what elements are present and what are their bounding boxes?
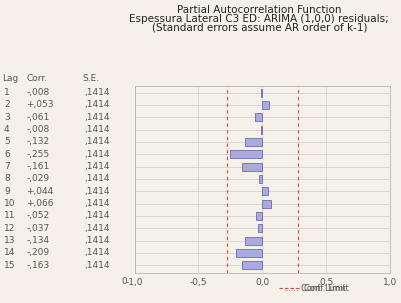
Text: Espessura Lateral C3 ED: ARIMA (1,0,0) residuals;: Espessura Lateral C3 ED: ARIMA (1,0,0) r… bbox=[129, 14, 388, 24]
Text: ,1414: ,1414 bbox=[84, 137, 109, 146]
Text: -,061: -,061 bbox=[26, 113, 49, 122]
Bar bbox=[258, 175, 261, 183]
Text: 0: 0 bbox=[122, 277, 127, 286]
Bar bbox=[255, 212, 261, 220]
Text: 10: 10 bbox=[4, 199, 16, 208]
Text: 13: 13 bbox=[4, 236, 16, 245]
Text: 7: 7 bbox=[4, 162, 10, 171]
Bar bbox=[261, 101, 268, 109]
Bar bbox=[229, 150, 261, 158]
Text: +,053: +,053 bbox=[26, 100, 53, 109]
Text: -,008: -,008 bbox=[26, 88, 49, 97]
Text: ,1414: ,1414 bbox=[84, 100, 109, 109]
Text: 6: 6 bbox=[4, 150, 10, 159]
Text: -,037: -,037 bbox=[26, 224, 49, 233]
Text: ,1414: ,1414 bbox=[84, 261, 109, 270]
Text: 9: 9 bbox=[4, 187, 10, 196]
Text: Conf. Limit: Conf. Limit bbox=[303, 284, 347, 293]
Text: 2: 2 bbox=[4, 100, 10, 109]
Text: 1: 1 bbox=[4, 88, 10, 97]
Text: Conf. Limit: Conf. Limit bbox=[300, 284, 344, 293]
Text: ,1414: ,1414 bbox=[84, 125, 109, 134]
Text: 4: 4 bbox=[4, 125, 10, 134]
Text: ,1414: ,1414 bbox=[84, 113, 109, 122]
Text: +,066: +,066 bbox=[26, 199, 53, 208]
Text: 8: 8 bbox=[4, 175, 10, 183]
Bar bbox=[261, 187, 267, 195]
Text: ,1414: ,1414 bbox=[84, 199, 109, 208]
Bar bbox=[254, 113, 261, 121]
Text: S.E.: S.E. bbox=[82, 74, 99, 83]
Text: 11: 11 bbox=[4, 211, 16, 221]
Text: ......: ...... bbox=[283, 284, 298, 293]
Text: ,1414: ,1414 bbox=[84, 211, 109, 221]
Text: ,1414: ,1414 bbox=[84, 248, 109, 258]
Text: Partial Autocorrelation Function: Partial Autocorrelation Function bbox=[176, 5, 341, 15]
Text: ,1414: ,1414 bbox=[84, 175, 109, 183]
Text: -,029: -,029 bbox=[26, 175, 49, 183]
Text: -,209: -,209 bbox=[26, 248, 49, 258]
Text: ,1414: ,1414 bbox=[84, 187, 109, 196]
Text: 5: 5 bbox=[4, 137, 10, 146]
Bar bbox=[235, 249, 261, 257]
Text: -,161: -,161 bbox=[26, 162, 49, 171]
Bar bbox=[245, 138, 261, 146]
Bar bbox=[257, 224, 261, 232]
Text: -,132: -,132 bbox=[26, 137, 49, 146]
Text: ,1414: ,1414 bbox=[84, 88, 109, 97]
Bar bbox=[261, 200, 270, 208]
Text: -,163: -,163 bbox=[26, 261, 49, 270]
Text: -,008: -,008 bbox=[26, 125, 49, 134]
Text: 15: 15 bbox=[4, 261, 16, 270]
Text: -,052: -,052 bbox=[26, 211, 49, 221]
Bar bbox=[241, 162, 261, 171]
Bar bbox=[241, 261, 261, 269]
Text: -,255: -,255 bbox=[26, 150, 49, 159]
Text: ,1414: ,1414 bbox=[84, 150, 109, 159]
Text: Lag: Lag bbox=[2, 74, 18, 83]
Text: 3: 3 bbox=[4, 113, 10, 122]
Text: -,134: -,134 bbox=[26, 236, 49, 245]
Text: ,1414: ,1414 bbox=[84, 236, 109, 245]
Text: +,044: +,044 bbox=[26, 187, 53, 196]
Bar bbox=[245, 237, 261, 245]
Text: ,1414: ,1414 bbox=[84, 224, 109, 233]
Text: (Standard errors assume AR order of k-1): (Standard errors assume AR order of k-1) bbox=[151, 23, 366, 33]
Text: 14: 14 bbox=[4, 248, 15, 258]
Text: 12: 12 bbox=[4, 224, 15, 233]
Text: ,1414: ,1414 bbox=[84, 162, 109, 171]
Text: Corr.: Corr. bbox=[26, 74, 47, 83]
